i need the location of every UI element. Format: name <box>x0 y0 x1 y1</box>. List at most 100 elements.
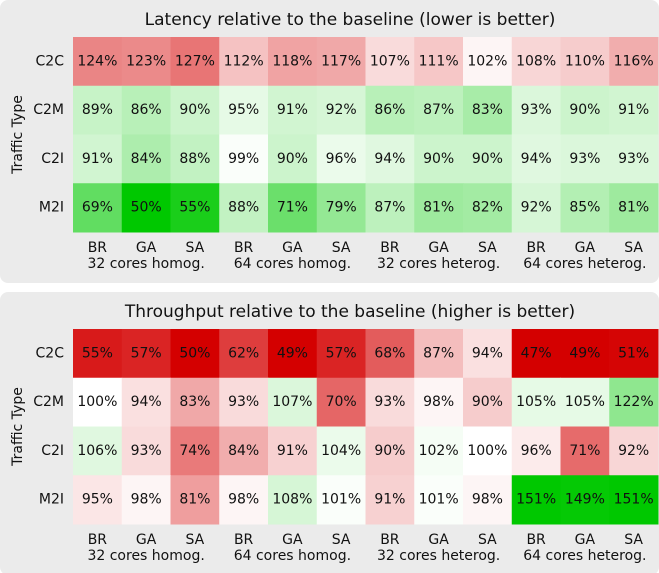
cell-label: 94% <box>472 345 503 361</box>
cell-label: 96% <box>521 443 552 459</box>
group-label: 64 cores heterog. <box>523 256 646 272</box>
cell <box>609 426 659 476</box>
cell-label: 102% <box>419 443 459 459</box>
cell <box>73 475 123 525</box>
cell <box>316 85 366 135</box>
cell-label: 100% <box>77 394 117 410</box>
cell-label: 122% <box>614 394 654 410</box>
cell-label: 96% <box>326 151 357 167</box>
cell-label: 93% <box>131 443 162 459</box>
cell-label: 92% <box>521 200 552 216</box>
cell <box>365 134 415 184</box>
cell <box>414 329 464 379</box>
cell <box>463 329 513 379</box>
cell <box>414 426 464 476</box>
x-tick-label: SA <box>332 532 351 548</box>
cell-label: 93% <box>374 394 405 410</box>
group-label: 32 cores heterog. <box>377 256 500 272</box>
cell-label: 71% <box>277 200 308 216</box>
cell-label: 55% <box>82 345 113 361</box>
y-tick-label: C2M <box>33 394 64 410</box>
cell-label: 108% <box>516 53 556 69</box>
cell-label: 89% <box>82 102 113 118</box>
cell-label: 90% <box>472 151 503 167</box>
cell <box>73 183 123 233</box>
cell <box>609 183 659 233</box>
cell-label: 100% <box>467 443 507 459</box>
x-tick-label: SA <box>624 240 643 256</box>
cell-label: 86% <box>374 102 405 118</box>
x-tick-label: GA <box>282 532 303 548</box>
cell <box>219 329 269 379</box>
cell <box>511 85 561 135</box>
cell-label: 98% <box>228 492 259 508</box>
cell-label: 47% <box>521 345 552 361</box>
cell-label: 101% <box>321 492 361 508</box>
cell-label: 49% <box>277 345 308 361</box>
y-tick-label: C2C <box>36 53 65 69</box>
cell <box>170 426 220 476</box>
cell-label: 91% <box>82 151 113 167</box>
cell-label: 88% <box>179 151 210 167</box>
cell <box>463 475 513 525</box>
cell-label: 108% <box>272 492 312 508</box>
cell-label: 85% <box>569 200 600 216</box>
cell <box>73 37 123 87</box>
cell-label: 93% <box>521 102 552 118</box>
cell <box>268 426 318 476</box>
cell-label: 95% <box>82 492 113 508</box>
cell <box>560 85 610 135</box>
cell <box>511 134 561 184</box>
cell-label: 86% <box>131 102 162 118</box>
cell-label: 105% <box>565 394 605 410</box>
cell <box>170 475 220 525</box>
cell-label: 68% <box>374 345 405 361</box>
cell-label: 116% <box>614 53 654 69</box>
cell <box>121 37 171 87</box>
cell-label: 91% <box>374 492 405 508</box>
cell-label: 51% <box>618 345 649 361</box>
cell <box>316 377 366 427</box>
cell <box>219 85 269 135</box>
cell <box>365 475 415 525</box>
cell <box>268 183 318 233</box>
x-tick-label: GA <box>428 532 449 548</box>
cell <box>316 183 366 233</box>
cell-label: 82% <box>472 200 503 216</box>
x-tick-label: GA <box>136 532 157 548</box>
cell <box>609 475 659 525</box>
cell-label: 94% <box>521 151 552 167</box>
cell-label: 81% <box>179 492 210 508</box>
cell-label: 90% <box>569 102 600 118</box>
cell <box>560 134 610 184</box>
cell <box>365 329 415 379</box>
cell <box>121 85 171 135</box>
cell-label: 112% <box>224 53 264 69</box>
cell-label: 111% <box>419 53 459 69</box>
cell-label: 91% <box>277 102 308 118</box>
cell-label: 93% <box>228 394 259 410</box>
x-tick-label: GA <box>575 532 596 548</box>
cell-label: 90% <box>472 394 503 410</box>
y-axis-label: Traffic Type <box>10 95 26 175</box>
cell <box>511 377 561 427</box>
cell-label: 62% <box>228 345 259 361</box>
cell-label: 90% <box>179 102 210 118</box>
cell <box>560 426 610 476</box>
cell <box>219 37 269 87</box>
cell <box>609 134 659 184</box>
x-tick-label: BR <box>234 532 254 548</box>
y-tick-label: C2M <box>33 102 64 118</box>
cell <box>73 134 123 184</box>
cell <box>365 183 415 233</box>
cell-label: 107% <box>272 394 312 410</box>
cell-label: 151% <box>516 492 556 508</box>
cell-label: 88% <box>228 200 259 216</box>
y-tick-label: M2I <box>39 200 64 216</box>
cell <box>170 37 220 87</box>
cell-label: 57% <box>131 345 162 361</box>
cell <box>511 426 561 476</box>
cell <box>463 37 513 87</box>
cell <box>268 37 318 87</box>
cell-label: 81% <box>618 200 649 216</box>
